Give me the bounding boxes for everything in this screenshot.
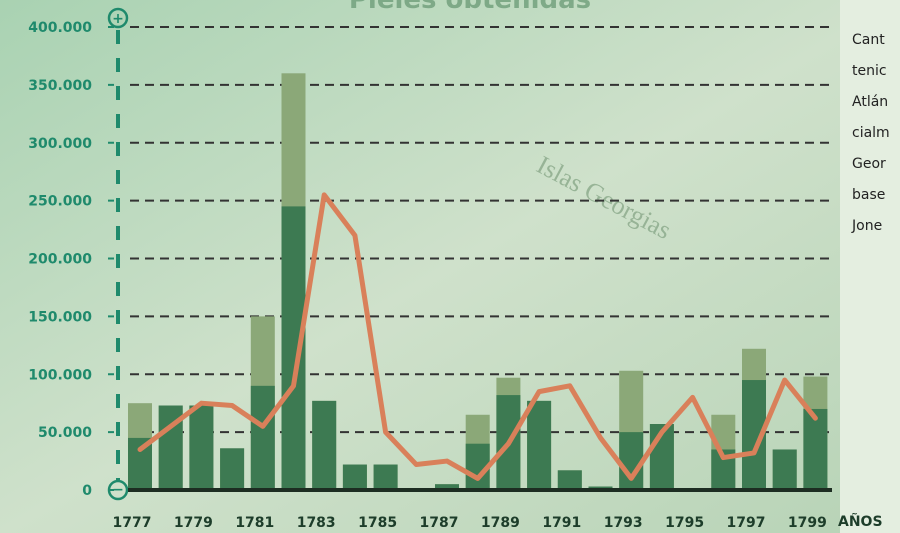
x-tick-label: 1781 — [235, 515, 274, 531]
bar — [803, 408, 828, 490]
x-tick-label: 1789 — [481, 515, 520, 531]
x-tick-label: 1799 — [788, 515, 827, 531]
y-tick-label: 0 — [82, 483, 92, 499]
y-tick-label: 150.000 — [28, 309, 92, 325]
side-text: Geor — [852, 156, 886, 172]
side-panel — [840, 0, 900, 533]
bar — [342, 464, 367, 490]
bar — [772, 449, 797, 490]
x-axis-label: AÑOS — [838, 513, 883, 530]
side-text: Cant — [852, 32, 885, 48]
zoom-in-icon[interactable]: + — [112, 11, 124, 27]
chart-title: Pieles obtenidas — [349, 0, 591, 15]
x-tick-label: 1793 — [604, 515, 643, 531]
x-tick-label: 1777 — [113, 515, 152, 531]
side-text: Atlán — [852, 94, 888, 110]
bar — [312, 400, 337, 490]
y-tick-label: 400.000 — [28, 20, 92, 36]
bar — [220, 448, 245, 490]
bar — [527, 400, 552, 490]
zoom-in[interactable] — [107, 7, 129, 29]
line — [137, 192, 818, 481]
bar — [435, 484, 459, 490]
y-tick-label: 50.000 — [38, 425, 92, 441]
zoom-out-icon[interactable]: − — [112, 482, 124, 498]
x-tick-label: 1795 — [665, 515, 704, 531]
bar — [250, 385, 275, 490]
x-tick-label: 1785 — [358, 515, 397, 531]
y-tick-label: 250.000 — [28, 194, 92, 210]
bar — [557, 470, 582, 490]
x-tick-label: 1791 — [542, 515, 581, 531]
side-text: tenic — [852, 63, 887, 79]
x-tick-label: 1783 — [297, 515, 336, 531]
bar — [189, 405, 214, 490]
side-text: Jone — [851, 218, 882, 234]
x-tick-label: 1779 — [174, 515, 213, 531]
side-text: base — [852, 187, 885, 203]
x-tick-label: 1787 — [420, 515, 459, 531]
x-tick-label: 1797 — [727, 515, 766, 531]
bar — [373, 464, 398, 490]
y-tick-label: 350.000 — [28, 78, 92, 94]
y-tick-label: 100.000 — [28, 367, 92, 383]
y-tick-label: 300.000 — [28, 136, 92, 152]
y-tick-label: 200.000 — [28, 252, 92, 268]
bar — [619, 432, 644, 490]
side-text: cialm — [852, 125, 890, 141]
